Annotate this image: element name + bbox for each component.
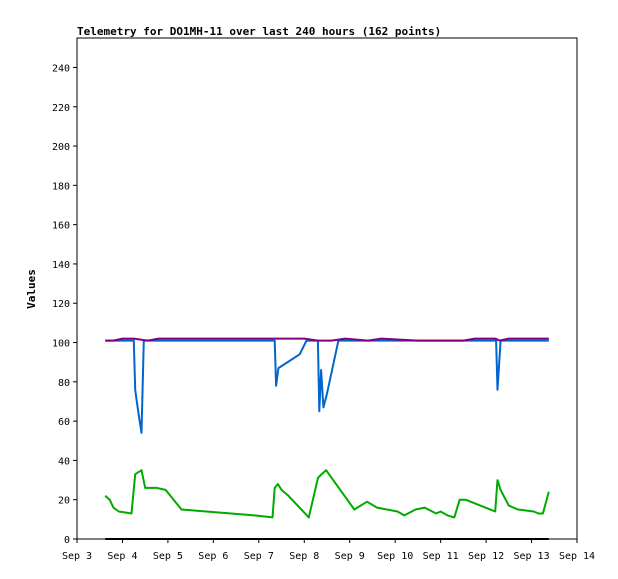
x-axis-ticks: Sep 3 Sep 4 Sep 5 Sep 6 Sep 7 Sep 8 Sep 9 Sep 1…: [62, 539, 595, 562]
y-tick-label: 60: [58, 417, 70, 428]
x-tick-label: Sep 7: [244, 551, 274, 562]
chart-title: Telemetry for DO1MH-11 over last 240 hou…: [77, 25, 441, 38]
y-tick-label: 140: [52, 260, 70, 271]
x-tick-label: Sep 9: [335, 551, 365, 562]
plot-area: [76, 37, 578, 540]
y-axis-ticks: 0 20 40 60 80 100 120 140 160 180 200 220 240: [52, 63, 77, 546]
x-tick-label: Sep 13: [513, 551, 549, 562]
y-tick-label: 80: [58, 378, 70, 389]
y-tick-label: 240: [52, 63, 70, 74]
y-tick-label: 220: [52, 103, 70, 114]
x-tick-label: Sep 4: [107, 551, 137, 562]
series-line-2: [105, 339, 549, 434]
y-tick-label: 40: [58, 456, 70, 467]
x-tick-label: Sep 12: [468, 551, 504, 562]
x-tick-label: Sep 3: [62, 551, 92, 562]
x-tick-label: Sep 10: [377, 551, 413, 562]
series-layer: [104, 337, 550, 540]
y-tick-label: 100: [52, 339, 70, 350]
y-tick-label: 180: [52, 181, 70, 192]
y-axis-label: Values: [25, 269, 38, 309]
y-tick-label: 160: [52, 221, 70, 232]
x-tick-label: Sep 11: [423, 551, 459, 562]
y-tick-label: 200: [52, 142, 70, 153]
series-line-4: [104, 469, 550, 519]
series-line-3: [105, 337, 549, 342]
x-tick-label: Sep 6: [198, 551, 228, 562]
y-tick-label: 0: [64, 535, 70, 546]
x-tick-label: Sep 8: [289, 551, 319, 562]
x-tick-label: Sep 5: [153, 551, 183, 562]
y-tick-label: 120: [52, 299, 70, 310]
y-tick-label: 20: [58, 496, 70, 507]
x-tick-label: Sep 14: [559, 551, 595, 562]
